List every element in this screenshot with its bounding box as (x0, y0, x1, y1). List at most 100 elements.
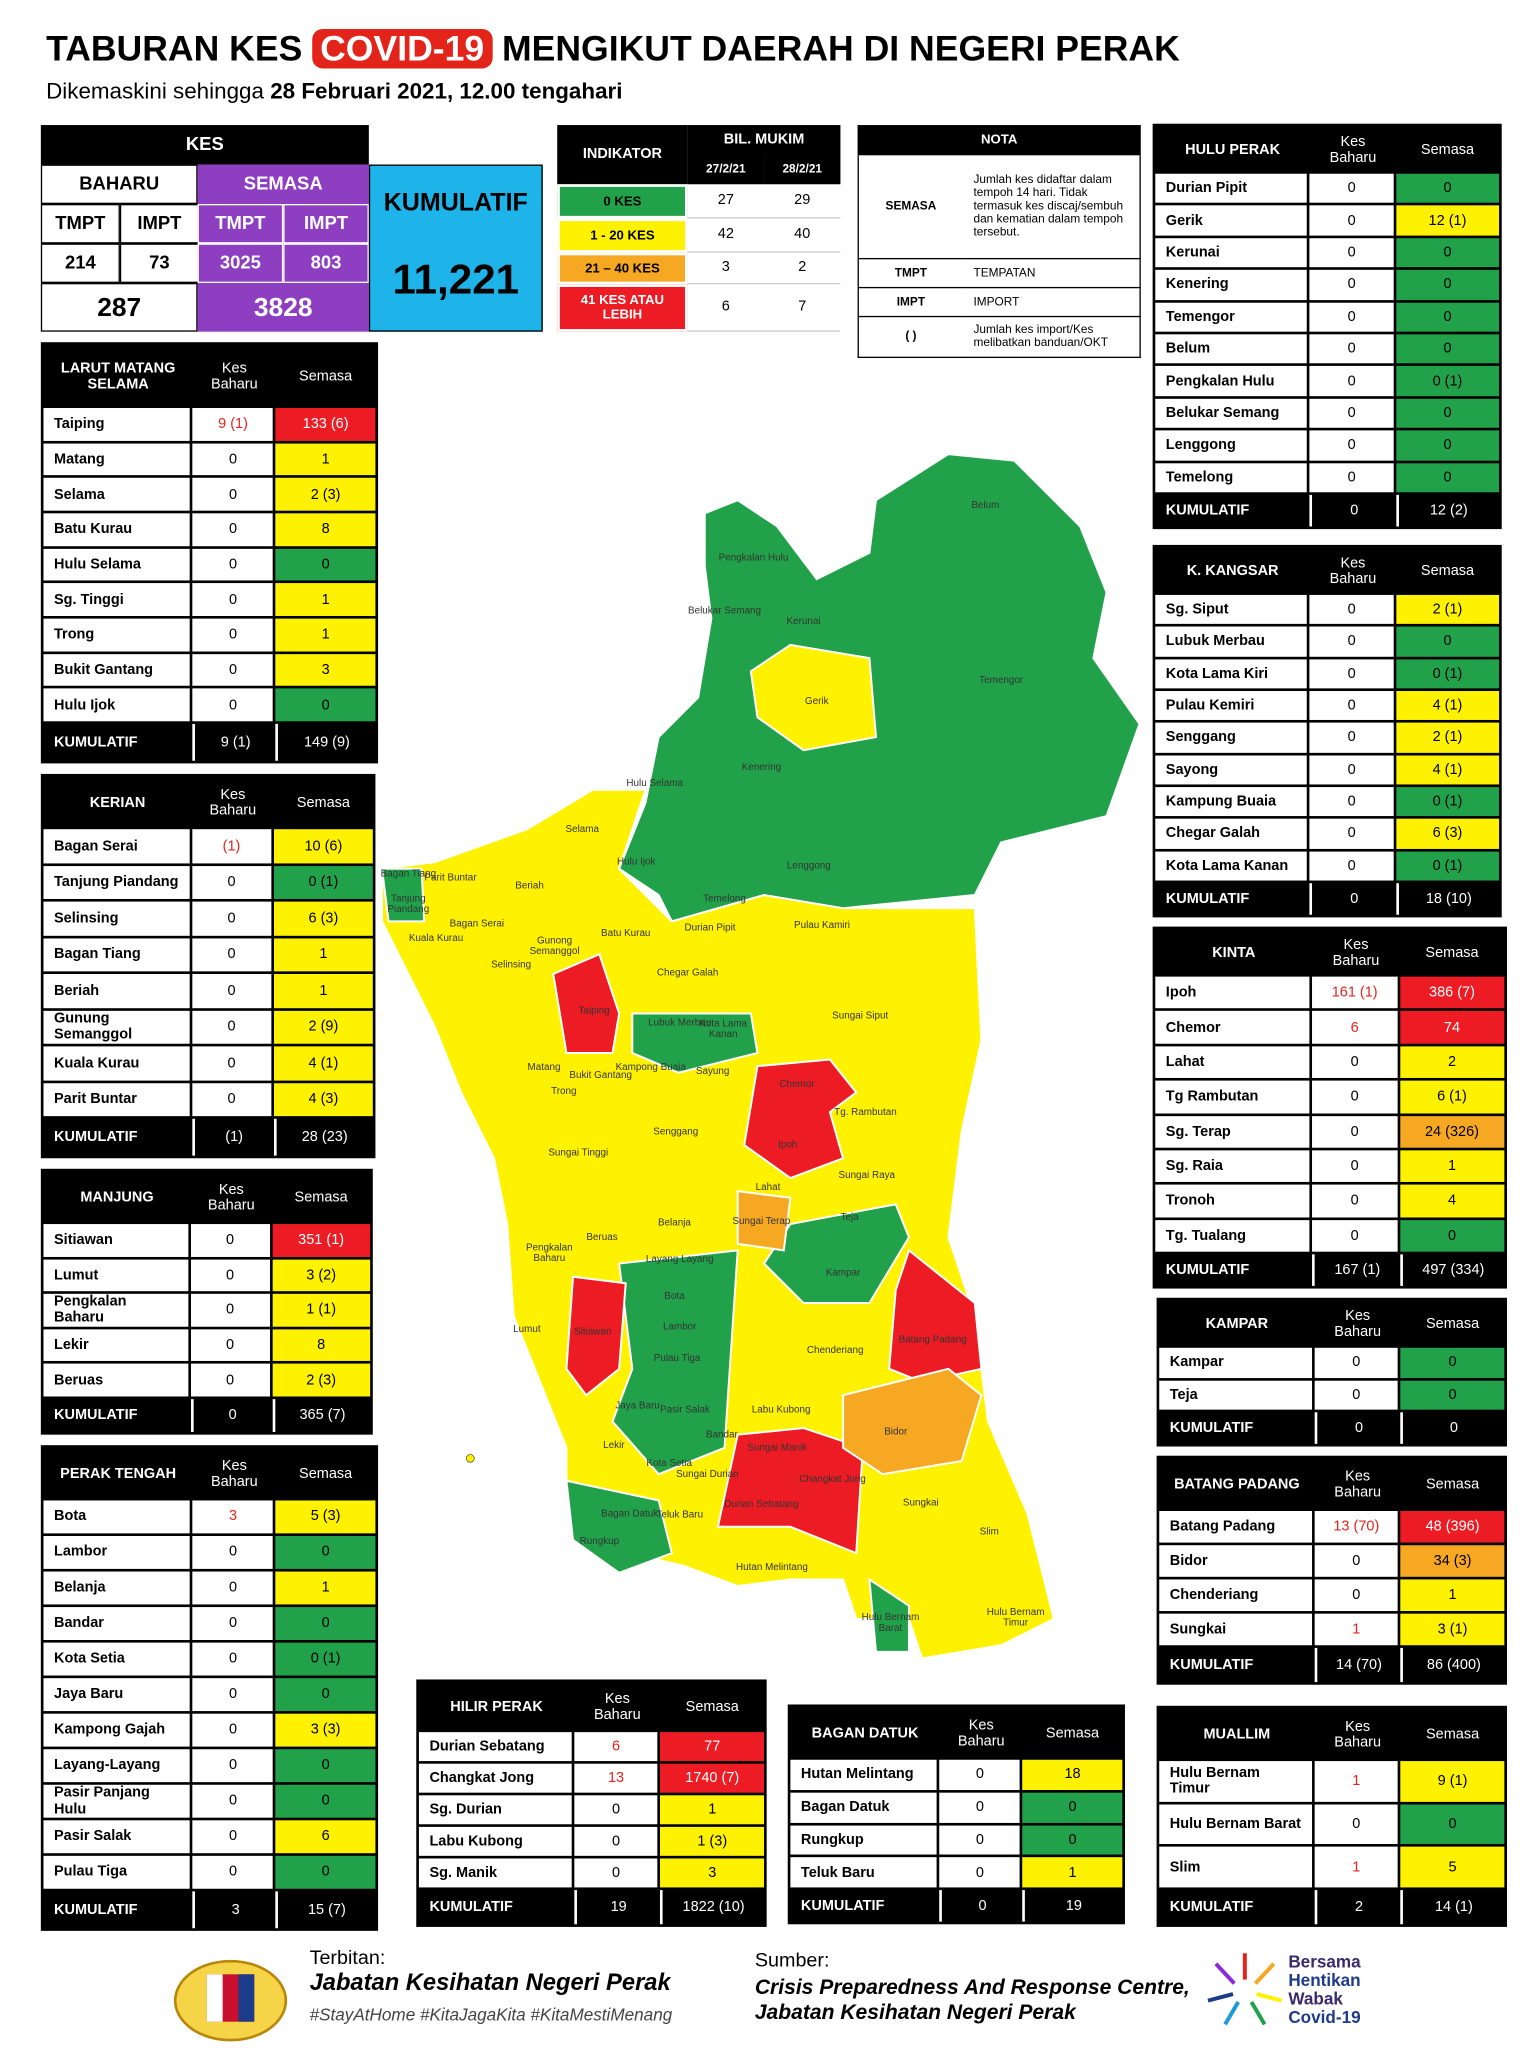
new-cases: 1 (1314, 1847, 1399, 1888)
active-cases: 0 (275, 688, 376, 722)
new-cases: 0 (939, 1792, 1021, 1823)
active-cases: 0 (1395, 270, 1500, 300)
total-label: KUMULATIF (1155, 494, 1310, 527)
district-name: Lenggong (1155, 430, 1308, 461)
new-cases: 0 (1309, 430, 1394, 461)
column-header: Kes Baharu (1309, 126, 1396, 174)
district-name: Layang-Layang (43, 1749, 191, 1783)
indikator-level: 1 - 20 KES (557, 218, 688, 253)
new-cases: 0 (190, 1329, 270, 1362)
active-cases: 0 (1400, 1347, 1505, 1378)
new-cases: 0 (192, 618, 274, 652)
active-cases: 3 (2) (272, 1259, 371, 1292)
campaign-text: Hentikan (1288, 1971, 1361, 1990)
active-cases: 24 (326) (1399, 1115, 1505, 1148)
map-label: Tanjung Piandang (387, 892, 430, 915)
column-header: Semasa (1395, 547, 1500, 595)
district-name: Sitiawan (43, 1224, 188, 1257)
active-cases: 351 (1) (272, 1224, 371, 1257)
active-cases: 1 (273, 973, 373, 1008)
district-name: Pasir Salak (43, 1820, 191, 1854)
indikator-value: 7 (764, 284, 841, 332)
column-header: Kes Baharu (190, 1171, 273, 1225)
table-header: MANJUNG (43, 1171, 191, 1225)
district-name: Chenderiang (1159, 1579, 1312, 1612)
title-highlight: COVID-19 (312, 28, 493, 69)
district-name: Pengkalan Baharu (43, 1294, 188, 1327)
total-new: 0 (1309, 494, 1396, 527)
map-label: Slim (979, 1525, 999, 1538)
active-cases: 12 (1) (1395, 205, 1500, 236)
map-label: Kuala Kurau (408, 931, 464, 944)
new-cases: 0 (1314, 1347, 1399, 1378)
new-cases: 0 (1309, 205, 1394, 236)
total-active: 497 (334) (1399, 1254, 1505, 1286)
active-cases: 3 (1) (1400, 1613, 1505, 1646)
total-label: KUMULATIF (43, 1399, 191, 1433)
campaign-text: Wabak (1288, 1990, 1343, 2009)
map-label: Pulau Kamiri (793, 918, 851, 931)
new-cases: 0 (1309, 398, 1394, 429)
map-label: Labu Kubong (751, 1403, 811, 1415)
indikator-value: 6 (687, 284, 765, 332)
district-name: Labu Kubong (418, 1826, 572, 1856)
total-new: 167 (1) (1312, 1254, 1400, 1286)
active-cases: 2 (3) (272, 1364, 371, 1397)
new-cases: 0 (192, 583, 274, 616)
new-cases: 0 (192, 1642, 274, 1676)
new-cases: 0 (939, 1857, 1021, 1888)
active-cases: 8 (272, 1329, 371, 1362)
column-header: Semasa (1395, 126, 1500, 174)
summary-label: IMPT (283, 204, 369, 244)
new-cases: 13 (574, 1763, 658, 1793)
new-cases: 0 (1309, 237, 1394, 268)
table-header: HULU PERAK (1155, 126, 1310, 174)
active-cases: 4 (1399, 1184, 1505, 1217)
total-new: 3 (192, 1891, 276, 1929)
map-label: Selama (565, 822, 600, 835)
map-label: Jaya Baru (615, 1399, 660, 1411)
map-label: Bukit Gantang (569, 1068, 632, 1081)
map-label: Kerunai (786, 614, 821, 627)
total-label: KUMULATIF (1159, 1890, 1315, 1925)
map-label: Pengkalan Hulu (718, 551, 789, 564)
district-name: Durian Sebatang (418, 1732, 572, 1762)
summary-value: 803 (283, 243, 369, 283)
district-name: Sg. Durian (418, 1795, 572, 1825)
new-cases: 0 (192, 513, 274, 546)
total-label: KUMULATIF (790, 1890, 940, 1922)
district-name: Temelong (1155, 462, 1308, 493)
map-label: Sungkai (902, 1496, 939, 1509)
new-cases: 0 (574, 1795, 658, 1825)
district-name: Pengkalan Hulu (1155, 366, 1308, 396)
new-cases: 0 (192, 1784, 274, 1818)
new-cases: 0 (191, 1010, 272, 1044)
map-label: Lambor (662, 1320, 697, 1332)
map-region (749, 643, 878, 752)
new-cases: 0 (1312, 1115, 1397, 1148)
map-label: Belukar Semang (687, 604, 762, 616)
map-label: Taiping (578, 1004, 610, 1017)
district-name: Taiping (43, 408, 191, 441)
map-label: Durian Sebatang (724, 1497, 799, 1510)
district-name: Kampar (1159, 1347, 1312, 1378)
district-name: Chemor (1155, 1011, 1310, 1044)
new-cases: 0 (1309, 723, 1394, 753)
column-header: Kes Baharu (1314, 1458, 1401, 1511)
new-cases: 0 (1314, 1545, 1399, 1577)
district-name: Temengor (1155, 302, 1308, 332)
nota-term: TMPT (857, 259, 963, 289)
summary-header: BAHARU (40, 164, 198, 205)
new-cases: 0 (1309, 691, 1394, 721)
active-cases: 3 (660, 1858, 765, 1888)
district-name: Batang Padang (1159, 1510, 1312, 1543)
district-name: Tronoh (1155, 1184, 1310, 1217)
active-cases: 0 (275, 1678, 376, 1712)
indikator-value: 42 (687, 218, 765, 253)
map-label: Chegar Galah (656, 966, 719, 978)
map-label: Kampong Buaia (615, 1060, 686, 1073)
total-active: 18 (10) (1395, 883, 1500, 915)
map-label: Teja (840, 1210, 859, 1223)
